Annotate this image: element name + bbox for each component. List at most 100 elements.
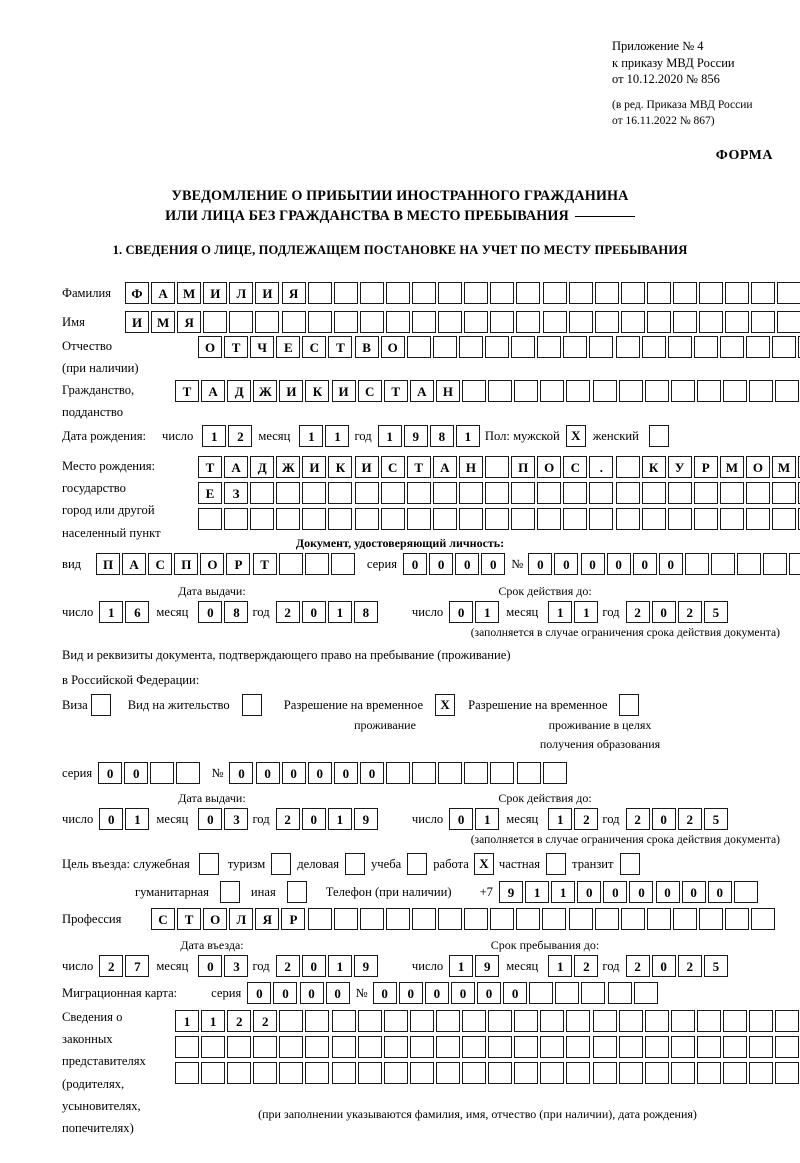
purpose-other-checkbox[interactable]	[286, 881, 307, 903]
cell[interactable]	[305, 1036, 330, 1058]
cell[interactable]	[775, 1036, 800, 1058]
cell[interactable]	[641, 482, 666, 504]
cell[interactable]	[462, 1062, 487, 1084]
cell[interactable]	[359, 282, 384, 304]
cell[interactable]	[511, 508, 536, 530]
cell[interactable]	[464, 282, 489, 304]
cell[interactable]	[722, 1062, 747, 1084]
cell[interactable]	[618, 380, 643, 402]
cell[interactable]	[542, 908, 567, 930]
cell[interactable]	[406, 508, 431, 530]
cell[interactable]	[542, 282, 567, 304]
cell[interactable]	[696, 1010, 721, 1032]
cell[interactable]: 1	[525, 881, 550, 903]
cell[interactable]: 1	[574, 601, 599, 623]
cell[interactable]	[542, 311, 567, 333]
cell[interactable]	[798, 508, 800, 530]
cell[interactable]: 1	[475, 601, 500, 623]
cell[interactable]	[385, 311, 410, 333]
visa-checkbox[interactable]	[90, 694, 111, 716]
cell[interactable]	[693, 482, 718, 504]
cell[interactable]: Л	[229, 908, 254, 930]
cell[interactable]	[412, 311, 437, 333]
cell[interactable]	[464, 762, 489, 784]
cell[interactable]: Л	[229, 282, 254, 304]
cell[interactable]	[722, 380, 747, 402]
birthplace-row-3-cells[interactable]	[198, 508, 800, 530]
cell[interactable]: 0	[301, 955, 326, 977]
cell[interactable]	[733, 881, 758, 903]
residence-permit-checkbox[interactable]	[241, 694, 262, 716]
cell[interactable]	[693, 336, 718, 358]
cell[interactable]	[696, 380, 721, 402]
cell[interactable]: 2	[228, 425, 253, 447]
cell[interactable]	[699, 282, 724, 304]
cell[interactable]: 0	[606, 553, 631, 575]
purpose-tourism-checkbox[interactable]	[271, 853, 292, 875]
cell[interactable]	[592, 1010, 617, 1032]
cell[interactable]: Д	[227, 380, 252, 402]
cell[interactable]: Т	[406, 456, 431, 478]
cell[interactable]	[667, 482, 692, 504]
cell[interactable]	[279, 1010, 304, 1032]
cell[interactable]: Б	[798, 456, 800, 478]
cell[interactable]	[719, 336, 744, 358]
cell[interactable]	[307, 311, 332, 333]
purpose-study-checkbox[interactable]	[407, 853, 428, 875]
cell[interactable]	[745, 508, 770, 530]
cell[interactable]: Н	[435, 380, 460, 402]
cell[interactable]	[589, 336, 614, 358]
cell[interactable]: 0	[651, 601, 676, 623]
cell[interactable]: 0	[651, 955, 676, 977]
cell[interactable]	[383, 1062, 408, 1084]
cell[interactable]	[354, 508, 379, 530]
cell[interactable]: Т	[198, 456, 222, 478]
cell[interactable]: Р	[693, 456, 718, 478]
cell[interactable]: Е	[276, 336, 301, 358]
cell[interactable]: Р	[226, 553, 251, 575]
cell[interactable]: 2	[677, 601, 702, 623]
cell[interactable]: Ф	[125, 282, 149, 304]
cell[interactable]	[331, 1062, 356, 1084]
cell[interactable]	[699, 311, 724, 333]
cell[interactable]	[279, 1036, 304, 1058]
cell[interactable]: 0	[198, 955, 223, 977]
cell[interactable]	[725, 311, 750, 333]
cell[interactable]: С	[563, 456, 588, 478]
cell[interactable]	[203, 311, 228, 333]
cell[interactable]: 0	[299, 982, 324, 1004]
cell[interactable]	[670, 380, 695, 402]
cell[interactable]	[514, 1010, 539, 1032]
temp-residence-checkbox[interactable]: X	[435, 694, 456, 716]
cell[interactable]	[777, 282, 800, 304]
cell[interactable]	[568, 282, 593, 304]
cell[interactable]: 9	[353, 808, 378, 830]
cell[interactable]: А	[122, 553, 147, 575]
cell[interactable]: А	[409, 380, 434, 402]
cell[interactable]	[749, 1062, 774, 1084]
cell[interactable]: 2	[275, 601, 300, 623]
cell[interactable]	[620, 282, 645, 304]
cell[interactable]	[409, 1010, 434, 1032]
cell[interactable]	[458, 336, 483, 358]
cell[interactable]: 2	[275, 955, 300, 977]
cell[interactable]	[672, 282, 697, 304]
cell[interactable]	[485, 508, 510, 530]
cell[interactable]	[176, 762, 201, 784]
cell[interactable]: О	[745, 456, 770, 478]
cell[interactable]	[438, 908, 463, 930]
cell[interactable]	[646, 908, 671, 930]
cell[interactable]: П	[174, 553, 199, 575]
cell[interactable]: О	[380, 336, 405, 358]
cell[interactable]: 0	[424, 982, 449, 1004]
cell[interactable]	[276, 508, 301, 530]
cell[interactable]	[412, 282, 437, 304]
cell[interactable]	[615, 336, 640, 358]
